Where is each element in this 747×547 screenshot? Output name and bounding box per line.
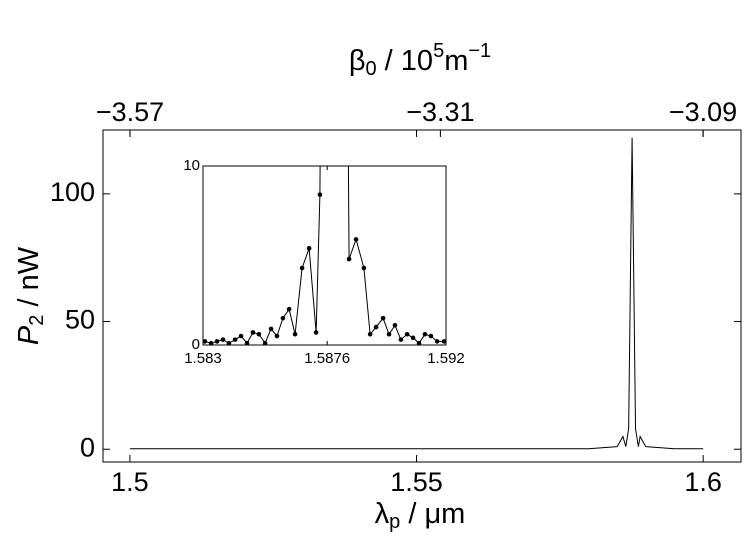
data-point: [428, 333, 434, 339]
data-point: [220, 337, 226, 342]
x-tick-label: 1.6: [684, 467, 722, 497]
label-part: β: [349, 45, 366, 77]
x-tick-label: 1.592: [427, 350, 465, 367]
data-point: [386, 331, 392, 337]
x-tick-label: 1.5876: [304, 350, 350, 367]
data-point: [404, 331, 410, 337]
data-point: [244, 340, 250, 346]
x2-axis-label: β0 / 105m−1: [349, 40, 491, 80]
data-point: [292, 331, 298, 337]
label-part: m: [444, 45, 468, 77]
label-part: / μm: [400, 498, 465, 530]
plot-area: [203, 166, 446, 345]
y-tick-label: 0: [80, 432, 95, 462]
data-point: [367, 331, 373, 337]
x2-tick-label: −3.57: [96, 97, 164, 127]
x-axis-label: λp / μm: [375, 498, 466, 534]
data-point: [361, 265, 367, 271]
data-point: [441, 339, 447, 344]
label-part: / nW: [13, 246, 45, 314]
y-axis-label: P2 / nW: [13, 246, 49, 345]
data-point: [313, 330, 319, 335]
data-point: [250, 330, 256, 335]
data-point: [299, 265, 305, 271]
data-point: [416, 340, 422, 346]
data-point: [306, 246, 312, 251]
label-part: −1: [468, 40, 491, 62]
label-part: P: [13, 325, 45, 345]
label-part: 5: [433, 40, 444, 62]
data-point: [353, 237, 359, 242]
data-line: [129, 137, 704, 450]
x2-tick-label: −3.09: [669, 97, 737, 127]
data-point: [346, 256, 352, 262]
y-tick-label: 10: [183, 157, 200, 174]
data-point: [373, 324, 379, 330]
data-point: [286, 306, 292, 312]
data-point: [380, 315, 386, 321]
label-part: / 10: [377, 45, 433, 77]
data-point: [202, 339, 208, 344]
data-point: [232, 337, 238, 342]
x-tick-label: 1.583: [184, 350, 222, 367]
x-tick-label: 1.5: [111, 467, 149, 497]
data-point: [422, 331, 428, 337]
y-tick-label: 100: [50, 177, 95, 207]
data-point: [317, 192, 323, 197]
label-part: 2: [26, 315, 48, 326]
axes-frame: [202, 165, 447, 346]
data-point: [262, 340, 268, 346]
x2-tick-label: −3.31: [406, 97, 474, 127]
data-point: [214, 339, 220, 344]
axes-frame: [102, 129, 742, 463]
label-part: 0: [366, 58, 377, 80]
data-point: [410, 335, 416, 341]
label-part: λ: [375, 498, 390, 530]
data-point: [238, 333, 244, 339]
data-point: [256, 331, 262, 337]
data-point: [280, 315, 286, 321]
data-point: [398, 337, 404, 342]
data-point: [274, 333, 280, 339]
data-point: [268, 326, 274, 332]
x-tick-label: 1.55: [390, 467, 443, 497]
y-tick-label: 0: [192, 336, 200, 353]
data-point: [392, 323, 398, 328]
data-point: [226, 340, 232, 346]
data-point: [208, 340, 214, 346]
data-point: [434, 339, 440, 344]
label-part: p: [389, 511, 400, 533]
y-tick-label: 50: [65, 305, 95, 335]
